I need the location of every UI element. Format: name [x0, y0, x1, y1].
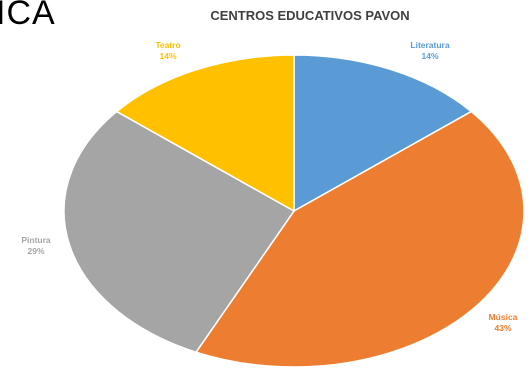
slice-name-label: Teatro [155, 40, 180, 50]
pie-slice-literatura [293, 54, 473, 213]
chart-title: CENTROS EDUCATIVOS PAVON [210, 8, 410, 23]
slice-name-label: Literatura [410, 40, 449, 50]
pie-slice-m-sica [194, 110, 525, 368]
slice-percent-label: 29% [27, 246, 44, 256]
pie-slice-teatro [115, 54, 295, 213]
heading-fragment: ICA [0, 0, 56, 32]
slice-percent-label: 14% [421, 51, 438, 61]
pie-slice-pintura [63, 110, 296, 354]
slice-percent-label: 43% [494, 323, 511, 333]
slice-percent-label: 14% [159, 51, 176, 61]
slice-name-label: Música [489, 312, 518, 322]
slice-name-label: Pintura [21, 235, 51, 245]
